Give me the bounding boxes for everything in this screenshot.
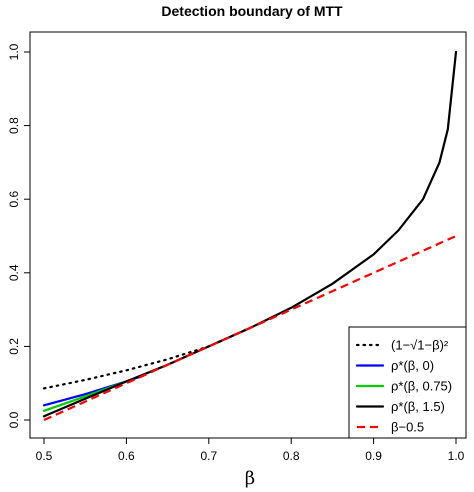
legend-label-4: β−0.5 [391, 420, 424, 435]
x-tick-label: 1.0 [448, 449, 465, 463]
x-axis: 0.5 0.6 0.7 0.8 0.9 1.0 [36, 437, 465, 463]
x-tick-label: 0.8 [283, 449, 300, 463]
y-tick-label: 0.8 [7, 117, 21, 134]
x-tick-label: 0.9 [365, 449, 382, 463]
y-axis: 0.0 0.2 0.4 0.6 0.8 1.0 [7, 43, 31, 428]
legend-label-2: ρ*(β, 0.75) [391, 379, 452, 394]
y-tick-label: 0.0 [7, 411, 21, 428]
x-tick-label: 0.7 [200, 449, 217, 463]
legend-label-3: ρ*(β, 1.5) [391, 399, 445, 414]
legend: (1−√1−β)² ρ*(β, 0) ρ*(β, 0.75) ρ*(β, 1.5) β−… [348, 326, 467, 439]
series-line-4 [43, 234, 457, 422]
x-tick-label: 0.6 [118, 449, 135, 463]
series-layer [42, 50, 458, 422]
legend-label-0: (1−√1−β)² [391, 338, 449, 353]
series-line-0 [42, 326, 252, 390]
y-tick-label: 1.0 [7, 43, 21, 60]
y-tick-label: 0.4 [7, 264, 21, 281]
legend-box [348, 326, 467, 439]
x-tick-label: 0.5 [36, 449, 53, 463]
legend-label-1: ρ*(β, 0) [391, 358, 434, 373]
series-line-3 [42, 50, 458, 418]
x-axis-label: β [245, 468, 255, 489]
chart-title: Detection boundary of MTT [161, 3, 343, 19]
y-tick-label: 0.6 [7, 191, 21, 208]
y-tick-label: 0.2 [7, 338, 21, 355]
